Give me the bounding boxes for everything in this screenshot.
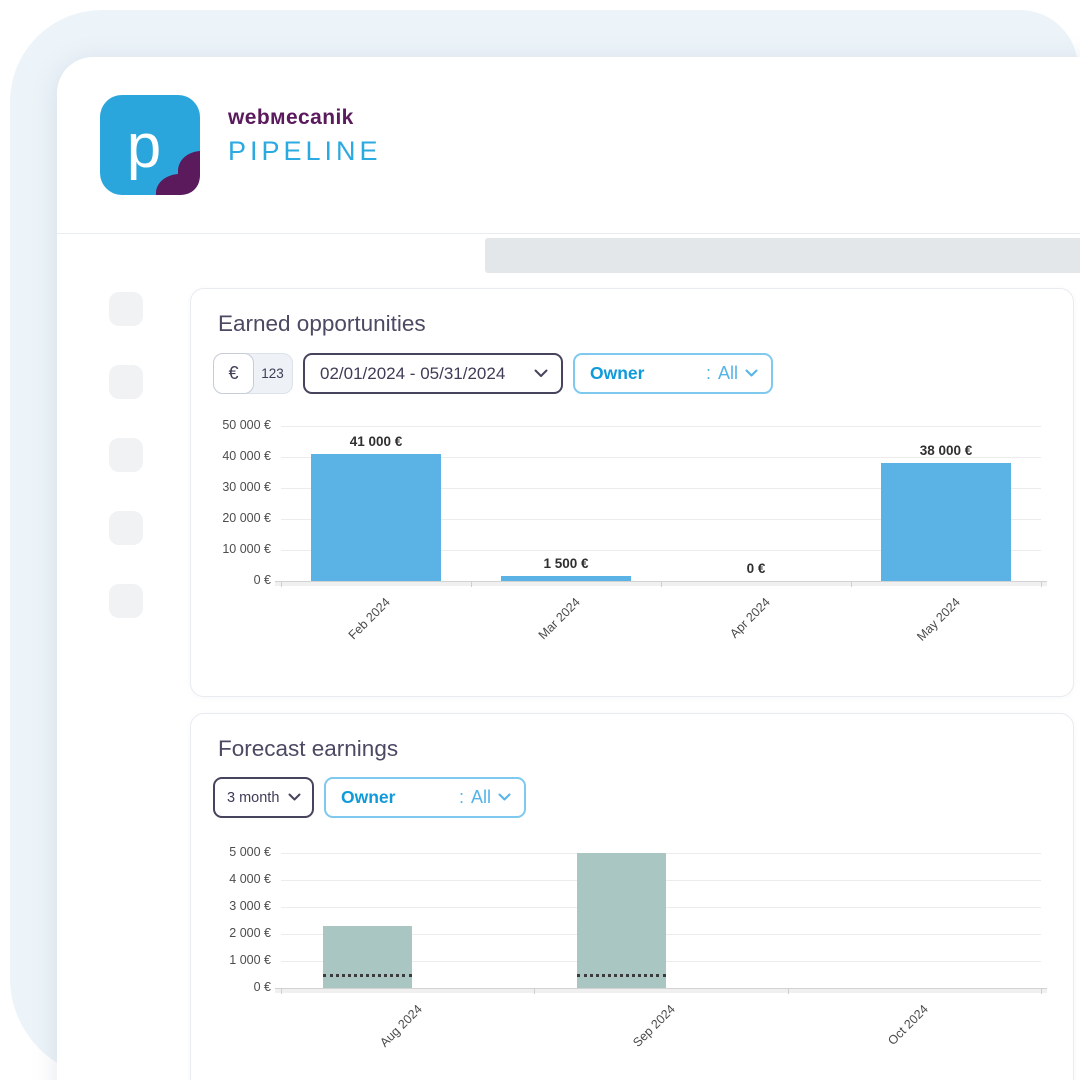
x-axis-tick (281, 988, 282, 994)
date-range-value: 02/01/2024 - 05/31/2024 (320, 363, 506, 383)
brand-product: PIPELINE (228, 136, 382, 166)
date-range-select[interactable]: 02/01/2024 - 05/31/2024 (303, 353, 563, 394)
x-axis-tick (471, 581, 472, 587)
x-axis-tick (1041, 988, 1042, 994)
period-value: 3 month (227, 789, 280, 806)
app-header: p webмecanik PIPELINE (57, 57, 1080, 234)
bar-value-label: 1 500 € (543, 556, 589, 571)
x-axis-tick (851, 581, 852, 587)
owner-filter-select[interactable]: Owner : All (324, 777, 526, 818)
sidebar-skeleton-item (109, 438, 143, 472)
x-axis-tick (661, 581, 662, 587)
app-window: p webмecanik PIPELINE Earned opportuniti… (57, 57, 1080, 1080)
earned-filters: € 123 02/01/2024 - 05/31/2024 Owner : Al… (213, 353, 773, 394)
bar-mar-2024[interactable] (501, 576, 631, 581)
bar-value-label: 41 000 € (349, 434, 403, 449)
chevron-down-icon (288, 793, 301, 801)
weighted-forecast-line (576, 973, 666, 977)
brand-block: webмecanik PIPELINE (228, 106, 382, 167)
sidebar-skeleton-item (109, 292, 143, 326)
y-gridline (281, 457, 1041, 458)
x-axis-category-label: Mar 2024 (535, 595, 583, 643)
y-axis-tick-label: 3 000 € (229, 899, 271, 913)
x-axis-tick (534, 988, 536, 994)
x-axis-category-label: May 2024 (914, 595, 963, 644)
chevron-down-icon (745, 369, 758, 377)
x-axis-tick (281, 581, 282, 587)
y-axis-tick-label: 0 € (253, 573, 271, 587)
x-axis-tick (1041, 581, 1042, 587)
y-axis-tick-label: 20 000 € (222, 511, 271, 525)
earned-card-title: Earned opportunities (218, 311, 426, 336)
owner-value: All (717, 363, 738, 383)
sidebar-skeleton-item (109, 511, 143, 545)
owner-filter-value: : All (706, 363, 758, 384)
y-axis-tick-label: 5 000 € (229, 845, 271, 859)
bar-sep-2024[interactable] (576, 853, 666, 988)
owner-value: All (470, 787, 491, 807)
x-axis-category-label: Oct 2024 (885, 1002, 932, 1048)
y-axis-tick-label: 50 000 € (222, 418, 271, 432)
y-axis-tick-label: 30 000 € (222, 480, 271, 494)
owner-separator: : (458, 787, 464, 807)
y-axis-tick-label: 1 000 € (229, 953, 271, 967)
earned-opportunities-card: Earned opportunities € 123 02/01/2024 - … (190, 288, 1074, 697)
x-axis-category-label: Sep 2024 (630, 1002, 678, 1050)
bar-value-label: 0 € (746, 561, 766, 576)
sidebar-skeleton-item (109, 365, 143, 399)
forecast-filters: 3 month Owner : All (213, 777, 526, 818)
period-select[interactable]: 3 month (213, 777, 314, 818)
sidebar-skeleton-item (109, 584, 143, 618)
owner-filter-label: Owner (341, 787, 396, 807)
y-axis-tick-label: 4 000 € (229, 872, 271, 886)
forecast-bar-chart: 0 € 1 000 € 2 000 € 3 000 € 4 000 € 5 000 € Au… (191, 841, 1073, 1080)
y-gridline (281, 550, 1041, 551)
toolbar-skeleton (485, 238, 1080, 273)
owner-filter-value: : All (459, 787, 511, 808)
logo-letter: p (127, 112, 161, 181)
y-axis-tick-label: 10 000 € (222, 542, 271, 556)
owner-separator: : (705, 363, 711, 383)
x-axis-category-label: Aug 2024 (376, 1002, 425, 1050)
pipeline-logo-icon: p (100, 95, 200, 195)
y-gridline (281, 426, 1041, 427)
bar-feb-2024[interactable] (311, 454, 441, 581)
currency-euro-option[interactable]: € (213, 353, 254, 394)
forecast-card-title: Forecast earnings (218, 736, 399, 761)
x-axis-line (275, 988, 1047, 993)
bar-aug-2024[interactable] (323, 926, 413, 988)
bar-may-2024[interactable] (881, 463, 1011, 581)
forecast-earnings-card: Forecast earnings 3 month Owner : All (190, 713, 1074, 1080)
y-axis-tick-label: 2 000 € (229, 926, 271, 940)
chevron-down-icon (534, 369, 548, 377)
bar-value-label: 38 000 € (919, 443, 973, 458)
y-gridline (281, 488, 1041, 489)
x-axis-tick (787, 988, 789, 994)
weighted-forecast-line (323, 973, 413, 977)
owner-filter-select[interactable]: Owner : All (573, 353, 773, 394)
x-axis-category-label: Feb 2024 (345, 595, 393, 643)
y-axis-tick-label: 40 000 € (222, 449, 271, 463)
x-axis-category-label: Apr 2024 (727, 595, 773, 641)
currency-format-toggle[interactable]: € 123 (213, 353, 293, 394)
earned-bar-chart: 0 € 10 000 € 20 000 € 30 000 € 40 000 € 50 00… (191, 416, 1073, 671)
y-axis-tick-label: 0 € (253, 980, 271, 994)
brand-name: webмecanik (228, 106, 354, 129)
y-gridline (281, 519, 1041, 520)
currency-count-option[interactable]: 123 (261, 366, 284, 381)
owner-filter-label: Owner (590, 363, 645, 383)
chevron-down-icon (498, 793, 511, 801)
